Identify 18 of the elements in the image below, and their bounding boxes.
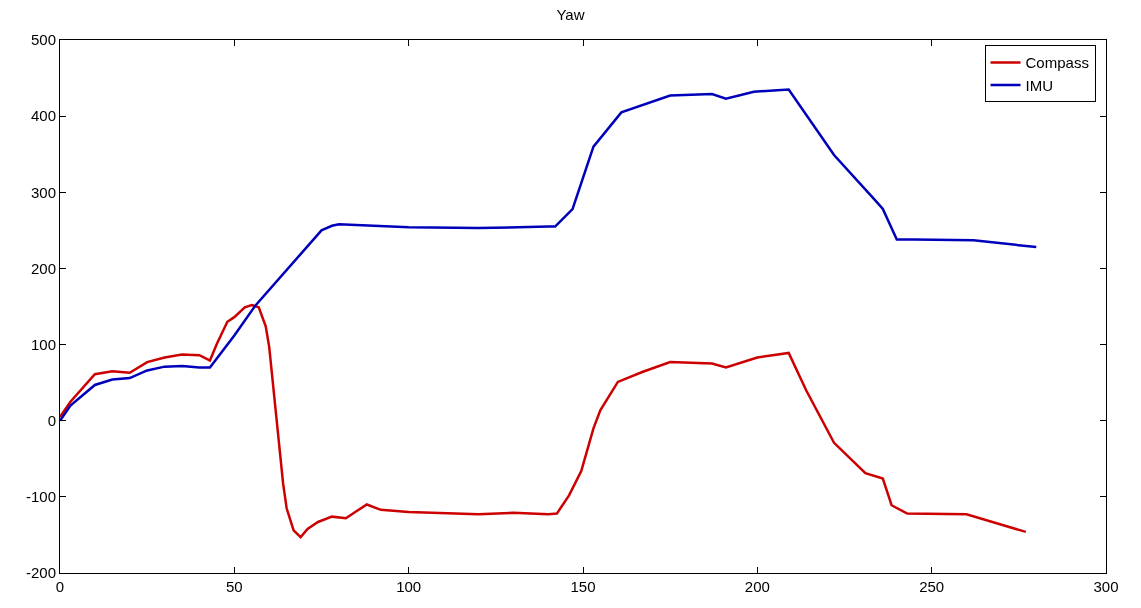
x-tick-label: 100 <box>396 578 422 595</box>
chart-title: Yaw <box>556 5 585 23</box>
y-tick-label: 400 <box>30 107 56 125</box>
line-series <box>60 303 1028 539</box>
x-tick-label: 250 <box>919 578 945 595</box>
y-tick-label: 300 <box>30 183 56 201</box>
y-tick-label: 100 <box>30 335 56 353</box>
legend-label: Compass <box>1025 54 1089 72</box>
x-tick-label: 150 <box>570 578 596 595</box>
legend-label: IMU <box>1025 76 1054 94</box>
y-tick-label: -200 <box>25 564 56 582</box>
y-tick-label: -100 <box>25 488 56 506</box>
x-tick-label: 300 <box>1093 578 1119 595</box>
x-tick-label: 200 <box>744 578 770 595</box>
y-tick-label: 0 <box>47 411 56 429</box>
x-tick-label: 50 <box>225 578 243 595</box>
y-tick-label: 500 <box>30 31 56 49</box>
y-tick-label: 200 <box>30 259 56 277</box>
